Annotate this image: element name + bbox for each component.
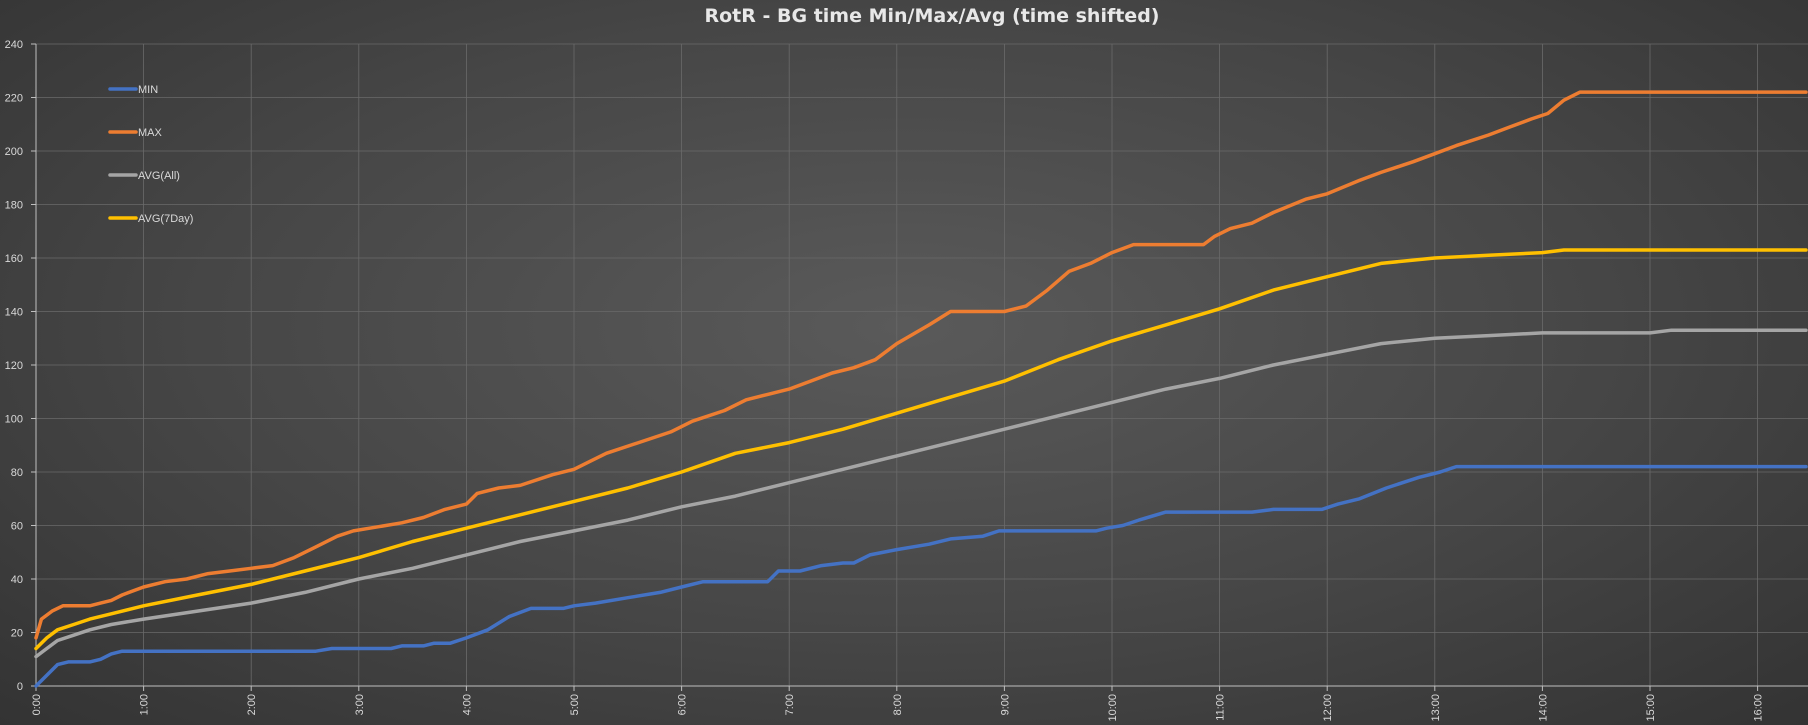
x-tick-label: 9:00: [999, 694, 1011, 715]
legend-label-avg-all: AVG(All): [138, 170, 180, 182]
y-tick-label: 0: [17, 681, 23, 693]
x-tick-label: 7:00: [784, 694, 796, 715]
x-tick-label: 12:00: [1322, 694, 1334, 722]
x-tick-label: 1:00: [139, 694, 151, 715]
series-lines: [34, 90, 1808, 688]
y-tick-label: 220: [5, 93, 23, 105]
x-tick-label: 8:00: [892, 694, 904, 715]
y-tick-label: 200: [5, 146, 23, 158]
x-tick-label: 5:00: [569, 694, 581, 715]
x-tick-label: 0:00: [31, 694, 43, 715]
y-tick-label: 180: [5, 200, 23, 212]
grid: [35, 43, 1808, 687]
chart-title: RotR - BG time Min/Max/Avg (time shifted…: [705, 5, 1160, 27]
legend: MIN MAX AVG(All) AVG(7Day): [108, 84, 193, 225]
series-line-avg-7day: [34, 248, 1808, 651]
x-tick-label: 14:00: [1537, 694, 1549, 722]
series-line-min: [34, 464, 1808, 688]
y-tick-label: 20: [11, 628, 23, 640]
x-tick-label: 6:00: [677, 694, 689, 715]
y-tick-label: 60: [11, 521, 23, 533]
x-tick-label: 11:00: [1215, 694, 1227, 721]
x-tick-label: 2:00: [246, 694, 258, 715]
x-tick-label: 4:00: [461, 694, 473, 715]
axes: [31, 43, 1808, 691]
y-tick-label: 120: [5, 360, 23, 372]
x-tick-label: 3:00: [354, 694, 366, 715]
x-tick-label: 16:00: [1753, 694, 1765, 722]
legend-label-max: MAX: [138, 127, 163, 139]
legend-label-avg-7day: AVG(7Day): [138, 213, 193, 225]
x-tick-label: 13:00: [1430, 694, 1442, 722]
x-tick-label: 15:00: [1645, 694, 1657, 722]
x-tick-label: 10:00: [1107, 694, 1119, 722]
legend-label-min: MIN: [138, 84, 158, 96]
y-tick-label: 240: [5, 39, 23, 51]
series-line-max: [34, 90, 1808, 640]
series-line-avg-all: [34, 328, 1808, 659]
y-tick-label: 80: [11, 467, 23, 479]
y-axis-ticks: 0 20 40 60 80 100 120 140 160 180 200 220 240: [5, 39, 23, 693]
y-tick-label: 40: [11, 574, 23, 586]
y-tick-label: 140: [5, 307, 23, 319]
x-axis-ticks: 0:00 1:00 2:00 3:00 4:00 5:00 6:00 7:00 8:00 9:00…: [31, 694, 1765, 722]
y-tick-label: 160: [5, 253, 23, 265]
y-tick-label: 100: [5, 414, 23, 426]
